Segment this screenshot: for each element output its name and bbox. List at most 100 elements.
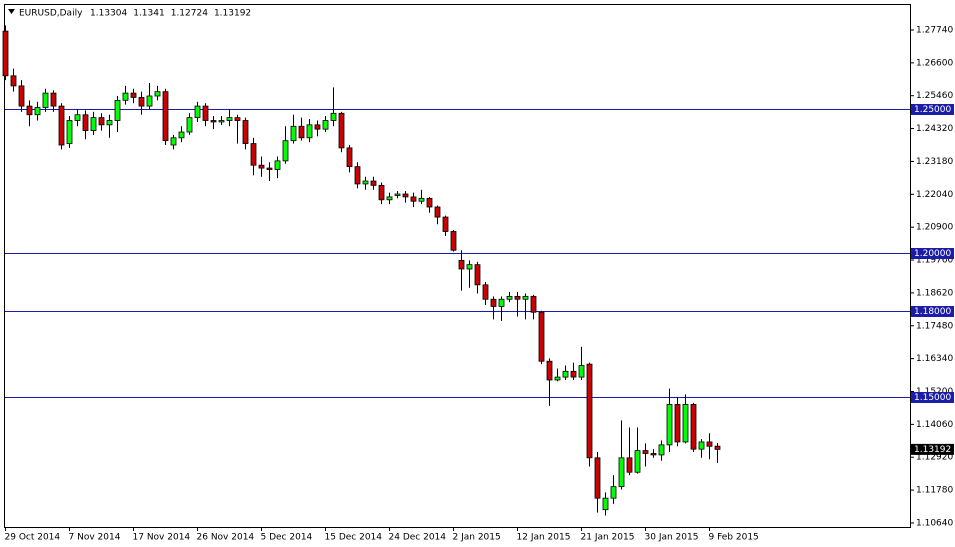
candle-body — [146, 95, 153, 107]
x-tick-label: 12 Jan 2015 — [517, 533, 571, 543]
candle-body — [594, 457, 601, 499]
candle-body — [234, 117, 241, 121]
candle-body — [330, 112, 337, 121]
x-tick-label: 7 Nov 2014 — [69, 533, 121, 543]
candle-body — [378, 184, 385, 201]
candle-body — [202, 105, 209, 121]
candle-body — [50, 92, 57, 107]
candle-body — [130, 92, 137, 98]
x-tick-label: 24 Dec 2014 — [389, 533, 447, 543]
candle-body — [658, 444, 665, 456]
candle-body — [458, 259, 465, 270]
candle-body — [714, 445, 721, 450]
x-tick-label: 15 Dec 2014 — [325, 533, 383, 543]
candle-body — [586, 363, 593, 459]
candle-body — [226, 117, 233, 121]
dropdown-arrow[interactable] — [8, 9, 15, 14]
x-tick-label: 21 Jan 2015 — [581, 533, 635, 543]
header-price: 1.12724 — [171, 9, 208, 19]
candle-body — [74, 114, 81, 121]
candle-body — [362, 180, 369, 185]
x-tick-label: 5 Dec 2014 — [261, 533, 313, 543]
y-tick-label: 1.10640 — [916, 518, 953, 528]
candle-body — [482, 284, 489, 300]
y-tick-label: 1.17480 — [916, 321, 953, 331]
candle-body — [474, 264, 481, 286]
candle-body — [266, 167, 273, 170]
candle-body — [490, 298, 497, 307]
candle-body — [18, 85, 25, 107]
candle-body — [642, 450, 649, 454]
candle-body — [666, 404, 673, 446]
candle-body — [530, 295, 537, 313]
candle-body — [162, 91, 169, 142]
candle-body — [2, 30, 9, 77]
candle-body — [82, 114, 89, 131]
candle-body — [122, 92, 129, 101]
candle-body — [394, 193, 401, 196]
candle-body — [106, 120, 113, 126]
candle-body — [346, 147, 353, 168]
y-tick-label: 1.25460 — [916, 91, 953, 101]
candle-body — [554, 376, 561, 381]
candle-body — [114, 99, 121, 121]
candle-body — [498, 298, 505, 307]
y-tick-label: 1.23180 — [916, 157, 953, 167]
header-price: 1.13192 — [214, 9, 251, 19]
level-label-box — [911, 248, 954, 259]
candle-body — [434, 206, 441, 218]
candle-body — [354, 166, 361, 185]
candle-body — [42, 92, 49, 108]
level-label: 1.20000 — [914, 249, 951, 259]
candle-body — [370, 180, 377, 186]
x-tick-label: 30 Jan 2015 — [645, 533, 699, 543]
candle-body — [506, 295, 513, 300]
candle-body — [450, 231, 457, 251]
candle-body — [690, 404, 697, 450]
chart-title: EURUSD,Daily — [19, 9, 83, 19]
y-tick-label: 1.19760 — [916, 256, 953, 266]
candle-body — [514, 295, 521, 300]
level-label: 1.18000 — [914, 307, 951, 317]
candle-body — [386, 196, 393, 201]
candle-body — [282, 140, 289, 162]
y-tick-label: 1.18620 — [916, 288, 953, 298]
candle-body — [410, 196, 417, 202]
candle-body — [522, 295, 529, 300]
candle-body — [634, 450, 641, 473]
candle-body — [66, 120, 73, 144]
candle-body — [34, 107, 41, 116]
candle-body — [418, 197, 425, 202]
y-tick-label: 1.22040 — [916, 190, 953, 200]
level-label: 1.15000 — [914, 393, 951, 403]
y-tick-label: 1.24320 — [916, 124, 953, 134]
candle-body — [210, 120, 217, 123]
candle-body — [274, 160, 281, 170]
candle-body — [178, 131, 185, 139]
x-tick-label: 26 Nov 2014 — [197, 533, 255, 543]
level-label-box — [911, 104, 954, 115]
y-tick-label: 1.27740 — [916, 25, 953, 35]
level-label-box — [911, 306, 954, 317]
candle-body — [578, 365, 585, 378]
candle-body — [242, 120, 249, 144]
candle-body — [218, 120, 225, 123]
candle-body — [90, 117, 97, 131]
candle-body — [546, 360, 553, 381]
candle-body — [186, 117, 193, 133]
candle-body — [570, 370, 577, 378]
candle-body — [154, 91, 161, 97]
current-price-label: 1.13192 — [914, 445, 951, 455]
candle-body — [650, 453, 657, 456]
x-tick-label: 29 Oct 2014 — [5, 533, 61, 543]
candle-body — [298, 125, 305, 139]
candle-body — [610, 486, 617, 499]
x-tick-label: 9 Feb 2015 — [709, 533, 759, 543]
y-tick-label: 1.14060 — [916, 420, 953, 430]
y-tick-label: 1.16340 — [916, 354, 953, 364]
candle-body — [706, 441, 713, 447]
candle-body — [682, 404, 689, 443]
candle-body — [290, 125, 297, 142]
